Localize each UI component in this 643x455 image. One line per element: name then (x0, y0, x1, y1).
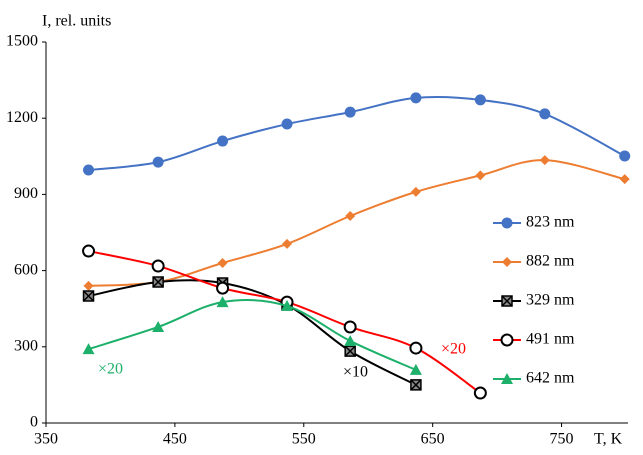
data-point (217, 257, 228, 268)
data-point (216, 296, 229, 308)
data-point (539, 108, 551, 120)
data-point (216, 281, 230, 295)
y-tick-label: 1200 (6, 109, 38, 126)
x-tick-label: 650 (421, 431, 445, 448)
y-tick-label: 300 (14, 337, 38, 354)
data-point (475, 170, 486, 181)
data-point (282, 238, 293, 249)
legend-label: 491 nm (526, 331, 575, 348)
data-point (83, 280, 94, 291)
y-axis-title: I, rel. units (42, 13, 111, 30)
legend-label: 823 nm (526, 214, 575, 231)
x-axis-title: T, K (594, 431, 623, 448)
legend-label: 329 nm (526, 292, 575, 309)
data-point (344, 334, 357, 346)
data-point (619, 174, 630, 185)
data-point (152, 276, 164, 288)
data-point (217, 135, 229, 147)
data-point (409, 363, 422, 375)
data-point (539, 155, 550, 166)
data-point (345, 210, 356, 221)
legend-marker (502, 257, 512, 267)
data-point (83, 164, 95, 176)
data-point (619, 150, 631, 162)
annotation: ×20 (98, 361, 123, 378)
annotation: ×10 (343, 364, 368, 381)
legend-marker (500, 333, 514, 347)
legend-marker (501, 217, 513, 229)
series-line (88, 250, 481, 394)
data-point (151, 259, 165, 273)
legend-marker (501, 373, 513, 384)
series-line (88, 279, 417, 386)
data-point (410, 379, 422, 391)
data-point (281, 118, 293, 130)
data-point (82, 244, 96, 258)
data-point (410, 186, 421, 197)
x-tick-label: 450 (163, 431, 187, 448)
x-tick-label: 350 (34, 431, 58, 448)
data-point (473, 386, 487, 400)
data-point (409, 341, 423, 355)
data-point (474, 94, 486, 106)
y-tick-label: 1500 (6, 33, 38, 50)
annotation: ×20 (441, 341, 466, 358)
legend-label: 882 nm (526, 253, 575, 270)
legend-marker (501, 295, 513, 307)
y-tick-label: 600 (14, 261, 38, 278)
data-point (152, 156, 164, 168)
data-point (410, 92, 422, 104)
data-point (281, 299, 294, 311)
data-point (82, 290, 95, 302)
data-point (82, 343, 95, 355)
x-tick-label: 550 (292, 431, 316, 448)
data-point (344, 345, 356, 357)
data-point (344, 106, 356, 118)
data-point (343, 320, 357, 334)
data-point (152, 320, 165, 332)
legend-label: 642 nm (526, 370, 575, 387)
y-tick-label: 0 (30, 414, 38, 431)
y-tick-label: 900 (14, 185, 38, 202)
series-line (88, 299, 417, 371)
x-tick-label: 750 (550, 431, 574, 448)
